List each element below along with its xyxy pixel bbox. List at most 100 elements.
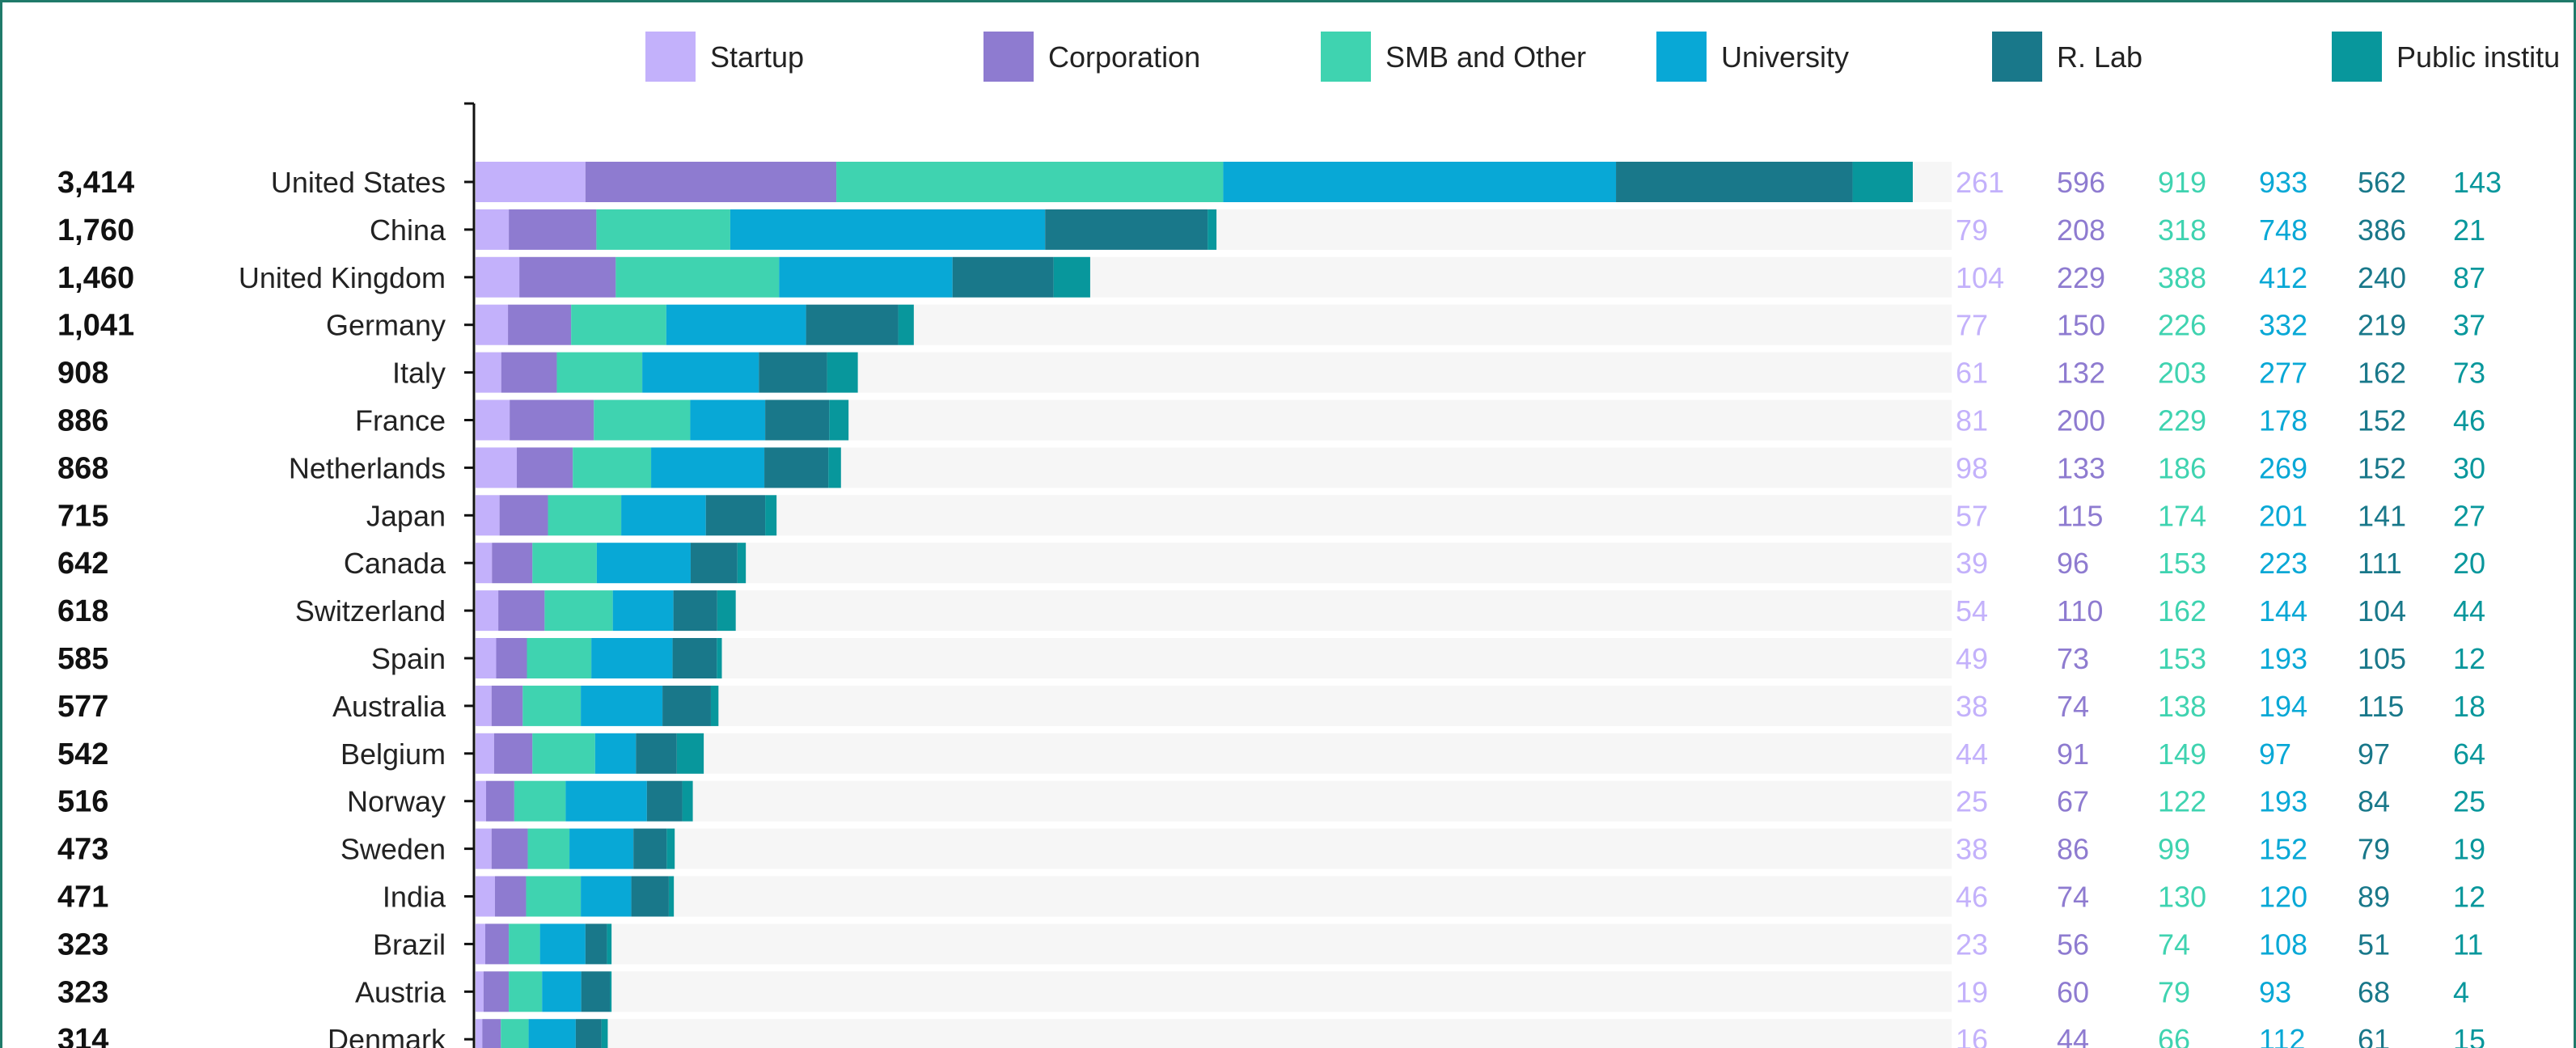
value-label-public-institu: 25	[2453, 785, 2485, 818]
value-label-public-institu: 73	[2453, 357, 2485, 390]
legend-swatch-startup	[645, 32, 696, 82]
bar-track	[476, 685, 1952, 726]
legend-swatch-university	[1656, 32, 1707, 82]
value-label-university: 277	[2259, 357, 2307, 390]
value-label-university: 93	[2259, 975, 2291, 1008]
bar-segment-corporation	[496, 638, 527, 678]
bar-segment-r-lab	[759, 352, 827, 393]
row-switzerland: 618 Switzerland 54 110 162 144 104 44	[57, 590, 2485, 632]
bar-segment-smb-and-other	[514, 780, 566, 822]
bar-rows: 3,414 United States 261 596 919 933 562 143 1,76…	[57, 162, 2502, 1048]
bar-segment-r-lab	[806, 304, 899, 345]
value-label-r-lab: 97	[2358, 737, 2390, 771]
bar-segment-university	[730, 209, 1046, 250]
bar-segment-public-institu	[1208, 209, 1217, 250]
value-label-corporation: 91	[2057, 737, 2089, 771]
value-label-startup: 39	[1956, 547, 1988, 580]
country-label: United States	[271, 166, 446, 199]
bar-segment-public-institu	[668, 876, 675, 917]
bar-segment-corporation	[491, 685, 523, 726]
bar-segment-r-lab	[633, 828, 667, 869]
row-italy: 908 Italy 61 132 203 277 162 73	[57, 352, 2485, 393]
bar-segment-smb-and-other	[532, 733, 595, 774]
bar-segment-r-lab	[690, 543, 738, 584]
value-label-corporation: 44	[2057, 1023, 2089, 1048]
country-label: Japan	[366, 499, 446, 532]
value-label-university: 194	[2259, 690, 2307, 723]
bar-segment-public-institu	[610, 971, 612, 1012]
bar-segment-university	[621, 495, 706, 536]
value-label-corporation: 115	[2057, 499, 2103, 532]
value-label-public-institu: 18	[2453, 690, 2485, 723]
bar-segment-public-institu	[717, 638, 722, 678]
bar-segment-startup	[476, 780, 487, 822]
value-label-public-institu: 87	[2453, 261, 2485, 294]
value-label-university: 108	[2259, 928, 2307, 961]
value-label-r-lab: 152	[2358, 451, 2406, 484]
legend-label-public-institu: Public institu	[2396, 40, 2560, 74]
value-label-university: 144	[2259, 594, 2307, 628]
bar-segment-university	[666, 304, 806, 345]
bar-segment-smb-and-other	[573, 447, 652, 488]
country-label: Austria	[355, 975, 446, 1008]
bar-track	[476, 923, 1952, 965]
value-label-university: 193	[2259, 642, 2307, 675]
bar-segment-university	[569, 828, 634, 869]
country-label: Netherlands	[289, 451, 446, 484]
value-label-public-institu: 11	[2453, 928, 2483, 961]
value-label-smb-and-other: 388	[2158, 261, 2206, 294]
value-label-public-institu: 4	[2453, 975, 2469, 1008]
bar-segment-smb-and-other	[522, 685, 582, 726]
bar-segment-smb-and-other	[594, 399, 691, 441]
bar-segment-university	[539, 923, 586, 965]
value-label-public-institu: 46	[2453, 404, 2485, 437]
value-label-university: 933	[2259, 166, 2307, 199]
total-label: 516	[57, 785, 108, 819]
bar-segment-smb-and-other	[527, 828, 570, 869]
bar-track	[476, 733, 1952, 774]
total-label: 618	[57, 594, 108, 628]
value-label-public-institu: 15	[2453, 1023, 2485, 1048]
value-label-smb-and-other: 138	[2158, 690, 2206, 723]
value-label-corporation: 86	[2057, 833, 2089, 866]
bar-segment-university	[528, 1019, 576, 1048]
bar-segment-r-lab	[581, 971, 611, 1012]
country-label: Denmark	[328, 1023, 446, 1048]
row-netherlands: 868 Netherlands 98 133 186 269 152 30	[57, 447, 2485, 488]
value-label-r-lab: 386	[2358, 213, 2406, 247]
value-label-university: 201	[2259, 499, 2307, 532]
row-united-kingdom: 1,460 United Kingdom 104 229 388 412 240 87	[57, 256, 2485, 298]
value-label-university: 269	[2259, 451, 2307, 484]
y-axis	[464, 102, 476, 1048]
bar-segment-r-lab	[764, 447, 829, 488]
value-label-smb-and-other: 74	[2158, 928, 2190, 961]
bar-segment-public-institu	[829, 399, 849, 441]
bar-segment-startup	[476, 828, 492, 869]
bar-segment-smb-and-other	[509, 971, 543, 1012]
value-label-smb-and-other: 153	[2158, 547, 2206, 580]
value-label-university: 152	[2259, 833, 2307, 866]
total-label: 908	[57, 357, 108, 391]
value-label-corporation: 132	[2057, 357, 2105, 390]
value-label-smb-and-other: 226	[2158, 309, 2206, 342]
value-label-r-lab: 152	[2358, 404, 2406, 437]
legend-label-startup: Startup	[710, 40, 804, 74]
total-label: 314	[57, 1023, 108, 1048]
value-label-smb-and-other: 79	[2158, 975, 2190, 1008]
row-austria: 323 Austria 19 60 79 93 68 4	[57, 971, 2469, 1012]
bar-segment-corporation	[483, 971, 510, 1012]
bar-segment-startup	[476, 971, 484, 1012]
value-label-university: 332	[2259, 309, 2307, 342]
bar-segment-corporation	[486, 780, 514, 822]
row-belgium: 542 Belgium 44 91 149 97 97 64	[57, 733, 2485, 774]
country-label: Canada	[344, 547, 446, 580]
value-label-startup: 16	[1956, 1023, 1988, 1048]
value-label-startup: 54	[1956, 594, 1988, 628]
value-label-corporation: 60	[2057, 975, 2089, 1008]
bar-segment-university	[690, 399, 766, 441]
value-label-corporation: 229	[2057, 261, 2105, 294]
bar-segment-public-institu	[827, 352, 858, 393]
value-label-smb-and-other: 162	[2158, 594, 2206, 628]
bar-segment-smb-and-other	[544, 590, 613, 632]
bar-segment-smb-and-other	[548, 495, 622, 536]
